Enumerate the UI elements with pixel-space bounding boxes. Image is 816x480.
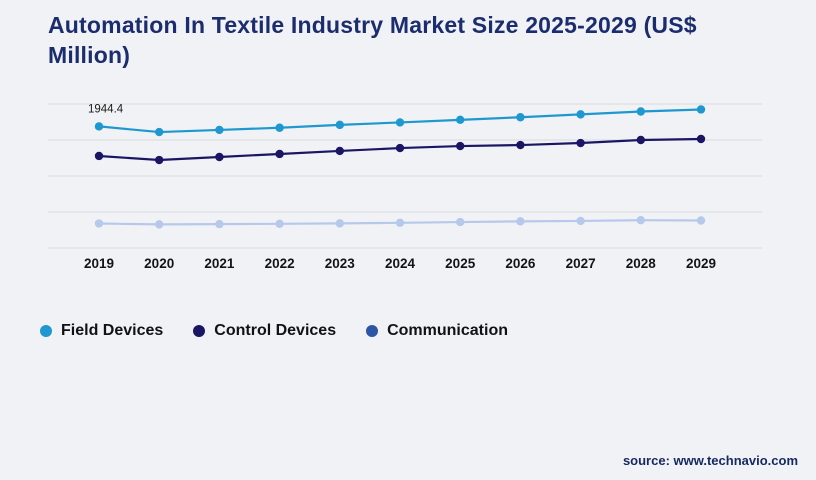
data-point <box>576 138 585 148</box>
data-point <box>516 113 525 122</box>
data-point <box>636 216 645 225</box>
data-point <box>576 216 585 226</box>
legend-item-field-devices: Field Devices <box>40 322 163 340</box>
legend-label: Field Devices <box>61 322 164 339</box>
source-attribution: source: www.technavio.com <box>622 453 798 468</box>
data-point <box>696 134 706 144</box>
data-point <box>155 220 164 229</box>
data-point <box>335 219 344 228</box>
data-point <box>395 143 405 153</box>
data-point <box>275 123 284 132</box>
x-axis-label: 2029 <box>686 256 716 271</box>
x-axis-label: 2020 <box>144 256 174 271</box>
x-axis-label: 2026 <box>505 256 536 271</box>
data-point <box>155 127 164 137</box>
data-point <box>696 105 706 114</box>
data-point <box>456 217 465 227</box>
data-point <box>456 141 465 151</box>
data-point <box>456 115 465 125</box>
x-axis-label: 2023 <box>325 256 356 271</box>
data-point <box>215 125 224 135</box>
data-point <box>636 107 645 116</box>
data-label-annotation: 1944.4 <box>88 103 124 115</box>
data-point <box>335 146 344 156</box>
data-point <box>94 151 104 161</box>
data-point <box>215 219 224 229</box>
x-axis-label: 2021 <box>204 256 235 271</box>
data-point <box>275 219 284 229</box>
legend-dot-icon <box>193 325 206 337</box>
data-point <box>215 152 224 162</box>
legend-dot-icon <box>40 325 52 337</box>
data-point <box>275 149 284 159</box>
x-axis-label: 2027 <box>566 256 596 271</box>
legend-label: Communication <box>387 322 508 339</box>
x-axis-label: 2022 <box>265 256 295 271</box>
data-point <box>395 218 405 227</box>
chart-legend: Field Devices Control Devices Communicat… <box>40 322 508 340</box>
market-size-chart: 2019 2020 2021 2022 2023 2024 2025 2026 2027 2028… <box>0 90 816 280</box>
data-point <box>94 122 104 131</box>
data-point <box>576 110 585 119</box>
legend-dot-icon <box>366 325 379 337</box>
x-axis-label: 2019 <box>84 256 114 271</box>
x-axis-label: 2028 <box>626 256 657 271</box>
data-point <box>516 140 525 150</box>
legend-label: Control Devices <box>214 322 337 339</box>
legend-item-communication: Communication <box>366 322 508 340</box>
data-point <box>696 216 706 225</box>
data-point <box>94 219 104 228</box>
data-point <box>335 120 344 130</box>
chart-svg: 2019 2020 2021 2022 2023 2024 2025 2026 2027 2028… <box>48 103 762 271</box>
data-point <box>155 155 164 165</box>
data-point <box>636 135 645 145</box>
data-point <box>395 118 405 127</box>
x-axis-label: 2025 <box>445 256 476 271</box>
chart-title: Automation In Textile Industry Market Si… <box>48 12 697 69</box>
data-point <box>516 217 525 226</box>
legend-item-control-devices: Control Devices <box>193 322 336 340</box>
x-axis-label: 2024 <box>385 256 416 271</box>
